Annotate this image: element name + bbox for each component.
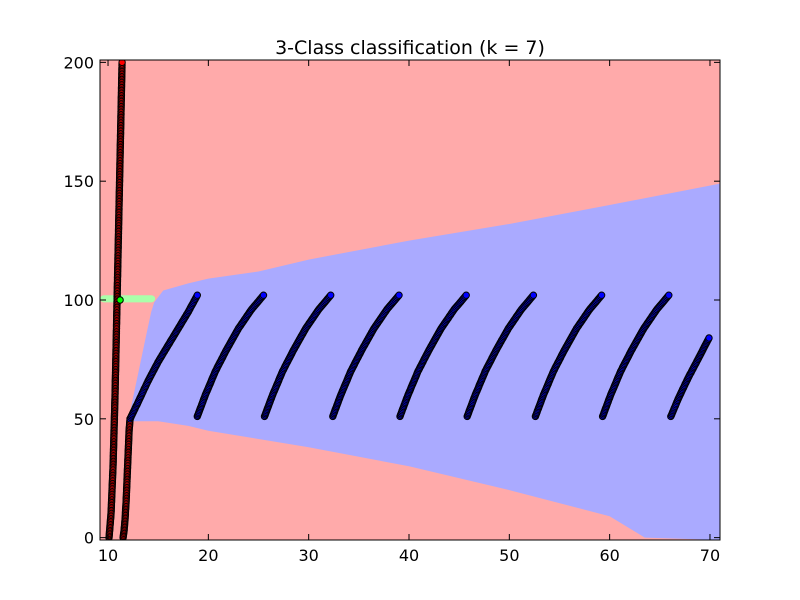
series-blue-11: [667, 334, 713, 421]
data-point-blue: [597, 291, 606, 299]
data-point-blue: [462, 291, 470, 299]
data-point-blue: [529, 291, 538, 299]
y-tick-label: 0: [84, 529, 94, 548]
y-tick-label: 50: [74, 410, 94, 429]
data-point-blue: [327, 291, 335, 299]
data-point-blue: [395, 291, 403, 299]
x-tick-label: 10: [98, 546, 118, 565]
series-blue-8: [463, 291, 538, 421]
y-tick-label: 200: [63, 53, 94, 72]
chart-title: 3-Class classification (k = 7): [275, 37, 545, 59]
x-tick-label: 50: [499, 546, 519, 565]
data-point-blue: [705, 334, 713, 342]
decision-region-green: [100, 295, 156, 303]
series-blue-5: [260, 291, 335, 421]
data-point-blue: [193, 291, 202, 299]
x-tick-label: 20: [198, 546, 218, 565]
series-blue-6: [329, 291, 403, 421]
y-tick-label: 150: [63, 172, 94, 191]
series-blue-10: [598, 291, 673, 421]
data-point-blue: [665, 291, 673, 299]
series-blue-4: [193, 291, 268, 421]
series-green-2: [116, 296, 124, 304]
series-blue-3: [126, 291, 202, 423]
x-tick-label: 60: [599, 546, 619, 565]
data-point-red: [118, 60, 126, 67]
plot-area: [100, 60, 720, 540]
series-red-1: [119, 415, 134, 540]
data-point-green: [116, 296, 124, 304]
series-blue-7: [396, 291, 470, 421]
series-blue-9: [531, 291, 606, 421]
x-tick-label: 70: [700, 546, 720, 565]
y-tick-label: 100: [63, 291, 94, 310]
series-red-0: [105, 60, 126, 540]
x-tick-label: 30: [298, 546, 318, 565]
data-point-blue: [259, 291, 268, 299]
x-tick-label: 40: [399, 546, 419, 565]
